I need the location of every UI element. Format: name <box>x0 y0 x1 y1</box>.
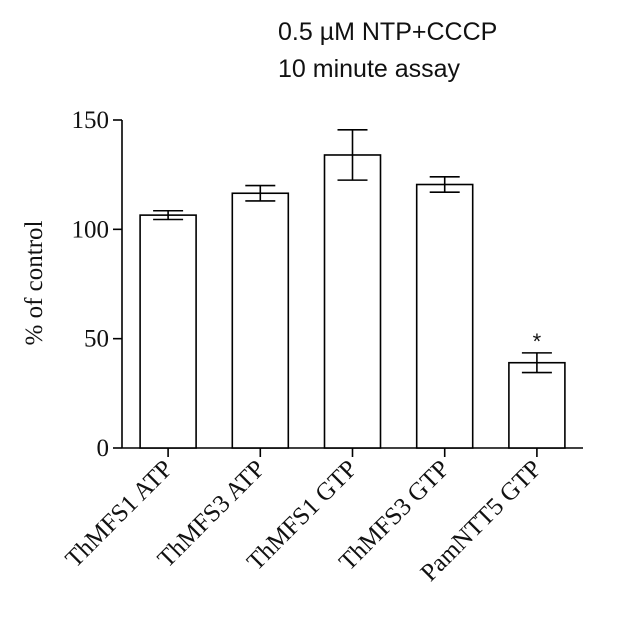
y-tick-label-1: 50 <box>84 326 109 353</box>
y-axis-ticks: 0 50 100 150 <box>72 107 122 462</box>
y-axis-label: % of control <box>21 220 48 345</box>
bar-4 <box>508 361 566 449</box>
chart-title-line-2: 10 minute assay <box>278 55 461 83</box>
bars-group: * <box>139 129 566 449</box>
y-tick-label-3: 150 <box>72 107 110 134</box>
bar-1 <box>231 192 290 449</box>
significance-marker-4: * <box>533 329 542 354</box>
y-tick-label-2: 100 <box>72 216 110 243</box>
bar-3 <box>415 183 474 449</box>
bar-2 <box>323 154 382 449</box>
chart-title-line-1: 0.5 µM NTP+CCCP <box>278 18 497 46</box>
bar-0 <box>139 214 197 449</box>
y-tick-label-0: 0 <box>97 435 110 462</box>
